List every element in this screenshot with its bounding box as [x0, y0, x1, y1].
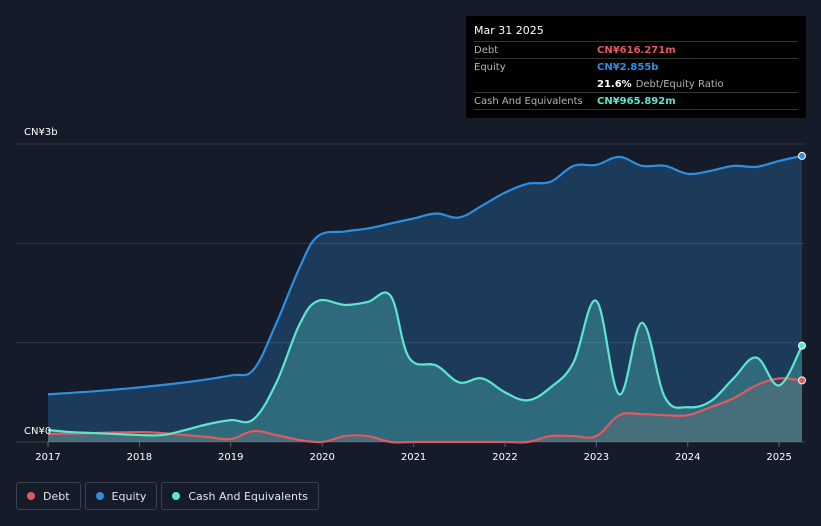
x-tick-label-2022: 2022 — [492, 452, 517, 463]
y-axis-bottom-label: CN¥0 — [24, 426, 51, 437]
x-tick-label-2024: 2024 — [675, 452, 700, 463]
x-tick-label-2021: 2021 — [401, 452, 426, 463]
y-axis-top-label: CN¥3b — [24, 127, 58, 138]
debt-dot-icon — [27, 492, 35, 500]
legend-item-cash[interactable]: Cash And Equivalents — [161, 482, 319, 510]
x-tick-label-2025: 2025 — [766, 452, 791, 463]
line-debt — [47, 377, 803, 444]
legend-item-debt[interactable]: Debt — [16, 482, 81, 510]
area-equity — [48, 155, 802, 443]
x-tick-label-2023: 2023 — [584, 452, 609, 463]
marker-equity — [798, 151, 806, 160]
series-areas — [48, 155, 802, 443]
tooltip-date: Mar 31 2025 — [474, 22, 798, 42]
marker-cash-and-equivalents — [798, 341, 806, 350]
cash-dot-icon — [172, 492, 181, 500]
tooltip-ratio-label: Debt/Equity Ratio — [635, 79, 724, 90]
tooltip-row-cash: Cash And Equivalents CN¥965.892m — [474, 93, 798, 110]
area-debt — [48, 378, 802, 443]
area-cash-and-equivalents — [48, 292, 802, 442]
tooltip-cash-value: CN¥965.892m — [597, 96, 676, 107]
tooltip-ratio-value: 21.6% — [597, 79, 632, 90]
x-axis-ticks: 2017 2018 2019 2020 2021 2022 2023 2024 2025 — [35, 442, 792, 463]
x-tick-label-2017: 2017 — [35, 452, 60, 463]
legend-item-equity[interactable]: Equity — [84, 482, 158, 510]
line-cash-and-equivalents — [47, 291, 803, 437]
line-equity — [47, 154, 803, 396]
x-tick-label-2020: 2020 — [309, 452, 334, 463]
tooltip-debt-value: CN¥616.271m — [597, 45, 676, 56]
series-lines — [47, 154, 803, 444]
marker-debt — [798, 376, 806, 385]
chart-legend: Debt Equity Cash And Equivalents — [16, 482, 319, 510]
tooltip-debt-label: Debt — [474, 45, 499, 56]
tooltip-row-debt: Debt CN¥616.271m — [474, 42, 798, 59]
tooltip-equity-label: Equity — [474, 62, 506, 73]
data-tooltip: Mar 31 2025 Debt CN¥616.271m Equity CN¥2… — [466, 16, 806, 118]
legend-cash-label: Cash And Equivalents — [188, 489, 308, 503]
equity-dot-icon — [95, 492, 104, 500]
legend-equity-label: Equity — [111, 489, 147, 503]
tooltip-cash-label: Cash And Equivalents — [474, 96, 583, 107]
tooltip-row-ratio: 21.6% Debt/Equity Ratio — [474, 76, 798, 93]
tooltip-row-equity: Equity CN¥2.855b — [474, 59, 798, 76]
tooltip-equity-value: CN¥2.855b — [597, 62, 659, 73]
x-tick-label-2019: 2019 — [218, 452, 243, 463]
x-tick-label-2018: 2018 — [127, 452, 152, 463]
end-markers — [798, 151, 806, 385]
legend-debt-label: Debt — [43, 489, 70, 503]
